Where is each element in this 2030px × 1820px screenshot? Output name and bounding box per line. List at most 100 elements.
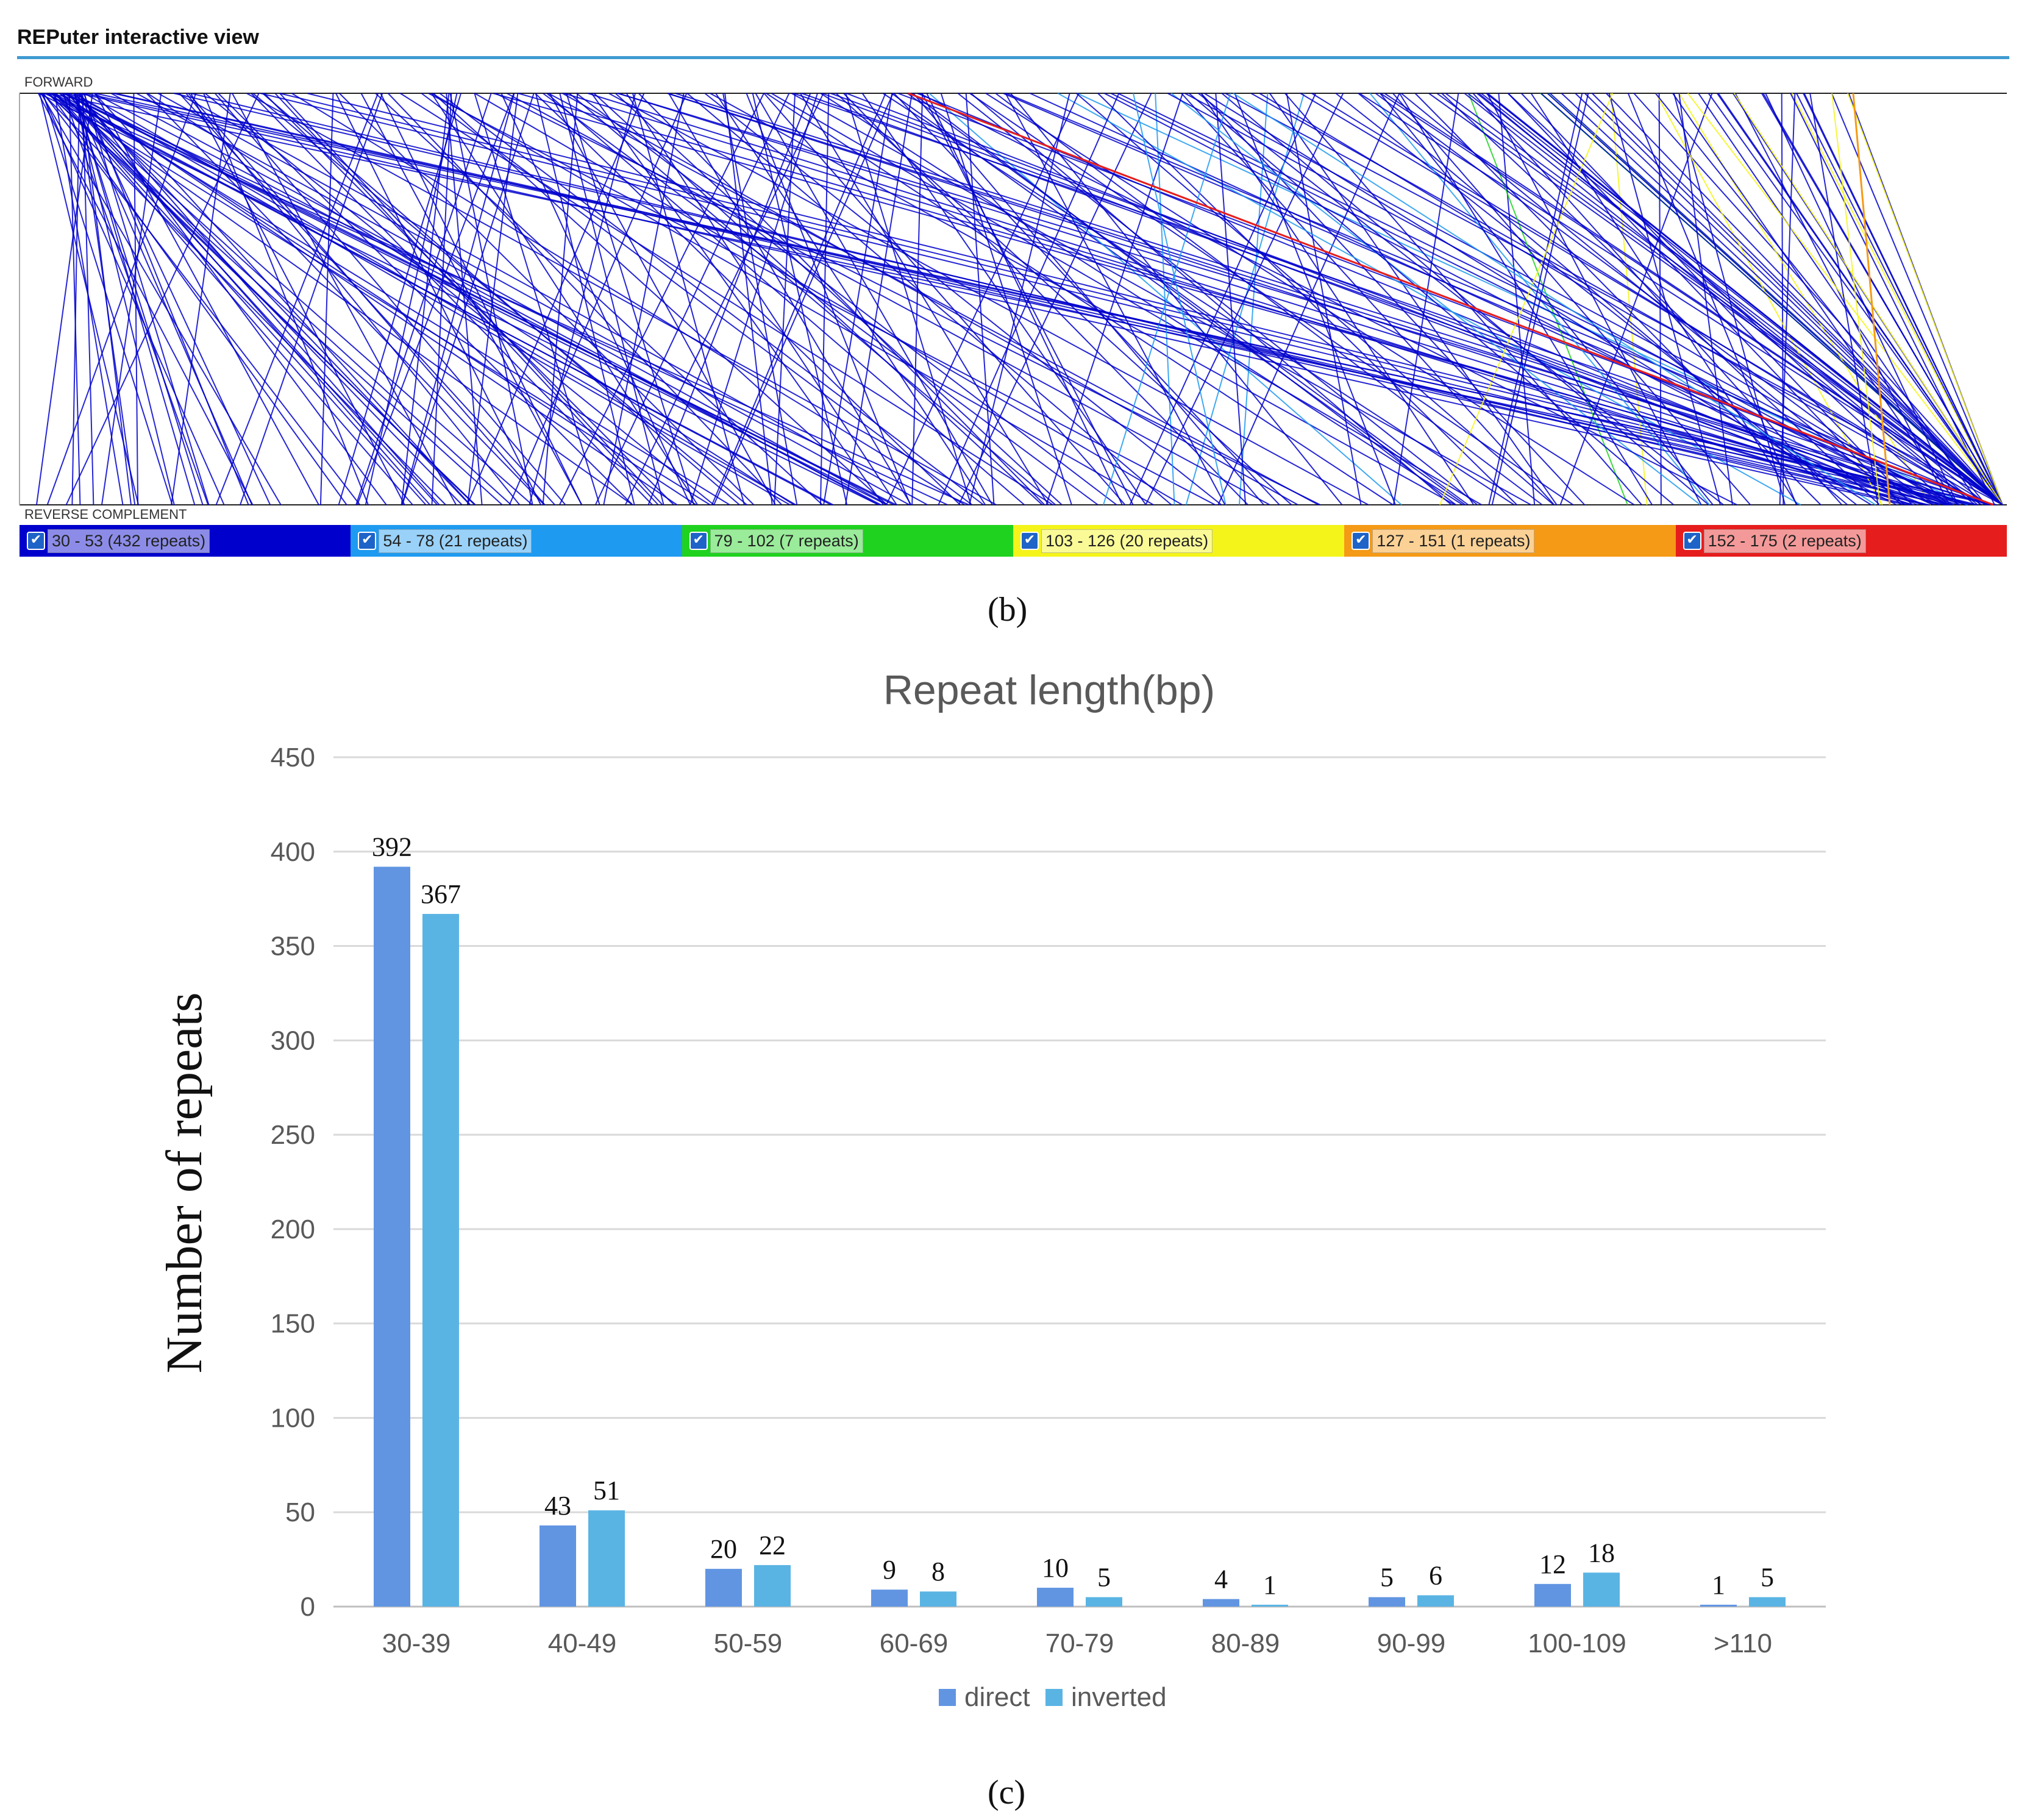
repeat-line [1010,93,1343,505]
repeat-line [1520,93,1913,505]
repeat-line [260,93,1945,505]
repeat-line [921,93,1134,505]
repeat-line [1486,93,1702,505]
repeat-line [146,93,545,505]
repeat-line [755,93,993,505]
repeat-line [1414,93,1822,505]
repeat-line [711,93,886,505]
repeat-line [1498,93,1536,505]
y-tick-label: 300 [271,1026,315,1055]
legend-item-152-175[interactable]: ✔ 152 - 175 (2 repeats) [1675,525,2007,557]
repeat-line [474,93,1183,505]
legend-item-30-53[interactable]: ✔ 30 - 53 (432 repeats) [20,525,351,557]
checkbox-icon[interactable]: ✔ [358,532,377,550]
repeat-line [1170,93,1701,505]
repeat-line [1481,93,2003,505]
repeat-line [68,93,678,505]
bar-inverted [1749,1597,1786,1607]
repeat-line [232,93,457,505]
repeat-line [291,93,966,505]
repeat-line [62,93,463,505]
bar-inverted [1583,1572,1620,1607]
repeat-line [1809,93,1879,505]
data-label: 43 [544,1491,571,1521]
repeat-line [1698,93,1981,505]
repeat-line [1233,93,1876,505]
repeat-line [1221,93,1709,505]
repeat-line [1398,93,1653,505]
data-label: 12 [1539,1549,1566,1579]
repeat-line [1284,93,1642,505]
checkbox-icon[interactable]: ✔ [689,532,708,550]
x-tick-label: 100-109 [1528,1629,1626,1658]
repeat-line [1215,93,1247,505]
repeat-line [74,93,791,505]
bar-direct [1369,1597,1405,1607]
repeat-line [240,93,383,505]
repeat-line [1761,93,2003,505]
x-tick-label: 80-89 [1211,1629,1280,1658]
repeat-line [339,93,755,505]
checkbox-icon[interactable]: ✔ [1352,532,1370,550]
repeat-line [1733,93,2003,505]
legend-swatch-direct [939,1689,956,1706]
repeat-line [1508,93,1949,505]
repeat-line [262,93,740,505]
legend-label: 30 - 53 (432 repeats) [48,529,210,553]
repeat-line [1488,93,1583,505]
data-label: 392 [372,832,412,862]
repeat-lines [36,92,2003,506]
legend-item-103-126[interactable]: ✔ 103 - 126 (20 repeats) [1013,525,1345,557]
repeat-line [906,93,1469,505]
repeat-line [338,93,462,505]
repeat-line [724,93,773,505]
legend-label-inverted: inverted [1071,1682,1167,1712]
repeat-line [548,93,1319,505]
repeat-line [466,93,645,505]
checkbox-icon[interactable]: ✔ [1020,532,1039,550]
repeat-line [1225,93,2003,505]
x-tick-label: 70-79 [1045,1629,1114,1658]
repeat-line [94,93,1993,505]
repeat-line [421,93,973,505]
repeat-line [774,93,796,505]
repeat-line [246,93,997,505]
repeat-map [19,92,2007,506]
repeat-line [42,93,173,505]
repeat-line [587,93,1913,505]
checkbox-icon[interactable]: ✔ [1683,532,1701,550]
repeat-line [41,93,225,505]
repeat-line [1540,93,2003,505]
data-label: 18 [1588,1538,1615,1568]
checkbox-icon[interactable]: ✔ [27,532,45,550]
repeat-line [618,93,1939,505]
repeat-line [546,93,1025,505]
repeat-line [535,93,961,505]
repeat-line [704,93,1222,505]
data-label: 10 [1042,1553,1069,1583]
repeat-line [1547,93,2003,505]
legend-item-54-78[interactable]: ✔ 54 - 78 (21 repeats) [351,525,682,557]
repeat-line [274,93,659,505]
legend-item-79-102[interactable]: ✔ 79 - 102 (7 repeats) [682,525,1013,557]
repeat-line [1005,93,1226,505]
repeat-line [569,93,1056,505]
repeat-line [66,93,430,505]
repeat-line [1559,93,1713,505]
repeat-line [251,93,653,505]
repeat-line [252,93,747,505]
repeat-line [1181,93,1555,505]
legend-item-127-151[interactable]: ✔ 127 - 151 (1 repeats) [1344,525,1676,557]
repeat-line [940,93,1072,505]
repeat-line [431,93,699,505]
repeat-line [65,93,533,505]
repeat-line [446,93,483,505]
repeat-length-legend: ✔ 30 - 53 (432 repeats) ✔ 54 - 78 (21 re… [20,525,2007,557]
repeat-line [1104,93,1897,505]
repeat-line [675,93,1990,505]
repeat-line [820,93,830,505]
repeat-line [38,93,879,505]
data-label: 6 [1429,1560,1442,1590]
legend-label: 79 - 102 (7 repeats) [710,529,863,553]
repeat-line [647,93,811,505]
